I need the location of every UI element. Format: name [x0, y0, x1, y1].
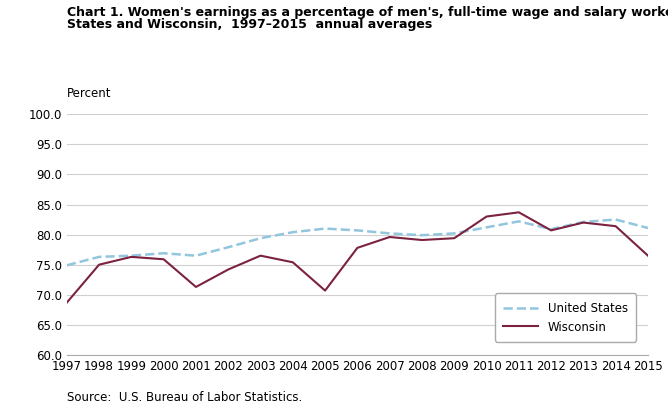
- Wisconsin: [353, 245, 361, 250]
- United States: [95, 255, 103, 259]
- Wisconsin: [128, 255, 136, 259]
- Wisconsin: [547, 228, 555, 233]
- Wisconsin: [515, 210, 523, 215]
- United States: [644, 226, 652, 231]
- Wisconsin: [289, 260, 297, 265]
- United States: [482, 225, 490, 230]
- Wisconsin: [482, 214, 490, 219]
- Text: Source:  U.S. Bureau of Labor Statistics.: Source: U.S. Bureau of Labor Statistics.: [67, 391, 302, 404]
- United States: [612, 217, 620, 222]
- Wisconsin: [63, 300, 71, 305]
- United States: [257, 236, 265, 241]
- Wisconsin: [579, 220, 587, 225]
- Wisconsin: [160, 257, 168, 262]
- Wisconsin: [644, 253, 652, 258]
- Wisconsin: [612, 224, 620, 228]
- Line: United States: United States: [67, 220, 648, 265]
- Wisconsin: [95, 262, 103, 267]
- Wisconsin: [257, 253, 265, 258]
- Wisconsin: [418, 237, 426, 242]
- United States: [385, 231, 393, 236]
- United States: [63, 263, 71, 268]
- United States: [224, 245, 232, 250]
- United States: [289, 230, 297, 235]
- United States: [579, 220, 587, 224]
- Legend: United States, Wisconsin: United States, Wisconsin: [495, 293, 636, 342]
- Wisconsin: [224, 267, 232, 272]
- United States: [547, 227, 555, 232]
- Line: Wisconsin: Wisconsin: [67, 212, 648, 303]
- Text: Percent: Percent: [67, 87, 112, 100]
- United States: [353, 228, 361, 233]
- United States: [418, 233, 426, 237]
- Wisconsin: [385, 235, 393, 239]
- United States: [160, 251, 168, 256]
- United States: [128, 253, 136, 258]
- Wisconsin: [450, 236, 458, 241]
- United States: [321, 226, 329, 231]
- Wisconsin: [321, 288, 329, 293]
- Wisconsin: [192, 284, 200, 289]
- United States: [515, 219, 523, 224]
- United States: [192, 253, 200, 258]
- Text: States and Wisconsin,  1997–2015  annual averages: States and Wisconsin, 1997–2015 annual a…: [67, 18, 432, 31]
- United States: [450, 231, 458, 236]
- Text: Chart 1. Women's earnings as a percentage of men's, full-time wage and salary wo: Chart 1. Women's earnings as a percentag…: [67, 6, 668, 19]
